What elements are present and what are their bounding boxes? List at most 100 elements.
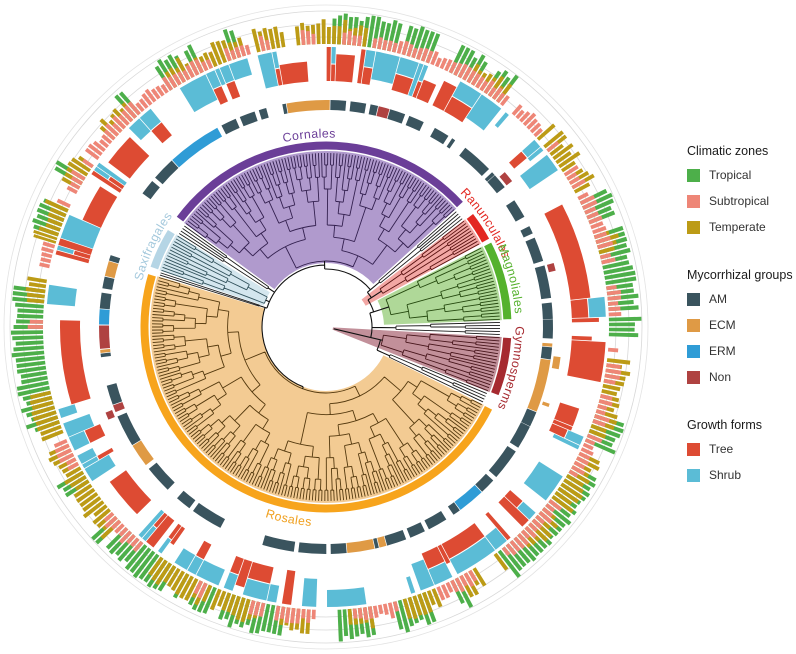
myco-ecm-block — [542, 342, 553, 347]
climate-bar — [573, 182, 591, 194]
temperate-swatch — [687, 220, 700, 234]
myco-am-dash — [484, 172, 495, 182]
climate-bar — [387, 602, 396, 619]
climate-bar — [453, 62, 463, 76]
myco-ecm-block — [132, 440, 154, 466]
climate-bar — [266, 604, 276, 633]
shrub-swatch — [687, 468, 700, 482]
climate-bar — [600, 394, 613, 401]
ring-growth-forms — [46, 47, 606, 607]
climate-bar — [279, 606, 286, 620]
myco-am-dash — [368, 104, 379, 116]
myco-ecm-block — [527, 358, 551, 412]
climate-bar — [524, 526, 537, 539]
growth-shrub-block — [77, 447, 97, 464]
climate-bar — [174, 573, 190, 596]
climate-bar — [605, 276, 637, 286]
climate-bar — [367, 606, 374, 619]
growth-tree-block — [108, 176, 125, 190]
climate-bar — [402, 598, 413, 620]
climate-bar — [294, 26, 301, 46]
climate-bar — [71, 157, 91, 173]
climate-bar — [548, 499, 563, 512]
legend-label-erm: ERM — [709, 344, 736, 358]
climate-bar — [35, 415, 59, 427]
growth-shrub-block — [158, 537, 172, 554]
climate-bar — [13, 345, 44, 352]
climate-bar — [563, 165, 579, 177]
climate-bar — [17, 385, 50, 397]
clade-wedge-rosales — [150, 276, 484, 503]
climate-bar — [201, 584, 213, 603]
climate-bar — [217, 590, 227, 607]
climate-bar — [597, 404, 608, 411]
climate-bar — [32, 410, 57, 422]
climate-bar — [593, 231, 608, 240]
climate-bar — [306, 609, 311, 624]
legend-label-non: Non — [709, 370, 732, 384]
climate-bar — [496, 92, 506, 103]
growth-tree-block — [153, 512, 168, 528]
myco-am-dash — [99, 292, 112, 310]
myco-am-dash — [509, 422, 530, 448]
climate-bar — [29, 390, 52, 400]
climate-bar — [253, 601, 261, 616]
climate-bar — [66, 185, 78, 195]
climate-bar — [444, 58, 453, 72]
climate-bar — [382, 603, 389, 616]
legend-label-tree: Tree — [709, 442, 734, 456]
climate-bar — [101, 134, 113, 145]
climate-bar — [608, 322, 635, 327]
climate-bar — [45, 222, 61, 232]
growth-shrub-block — [517, 501, 536, 520]
climate-bar — [205, 59, 213, 70]
climate-bar — [208, 51, 218, 67]
climate-bar — [31, 400, 54, 411]
climate-bar — [372, 605, 379, 618]
climate-bar — [295, 608, 301, 624]
legend-section-mycorrhizal-groups: Mycorrhizal groups AM ECM ERM Non — [687, 268, 795, 384]
climate-bar — [436, 586, 446, 601]
climate-bar — [82, 500, 105, 519]
growth-tree-block — [416, 79, 437, 104]
growth-tree-block — [84, 424, 106, 443]
climate-bar — [412, 595, 423, 616]
growth-tree-block — [279, 61, 309, 85]
climate-bar — [82, 496, 102, 512]
climate-bar — [327, 26, 331, 45]
climate-bar — [590, 221, 604, 230]
ring-climatic-zones — [10, 13, 642, 642]
myco-ecm-block — [104, 261, 119, 279]
climate-bar — [70, 169, 86, 181]
myco-am-dash — [349, 101, 367, 114]
climate-bar — [300, 30, 306, 46]
climate-bar — [417, 593, 428, 616]
climate-bar — [531, 518, 543, 529]
growth-shrub-block — [466, 94, 502, 131]
myco-ecm-block — [100, 348, 111, 353]
climate-bar — [515, 109, 525, 120]
climate-bar — [352, 608, 358, 619]
climate-bar — [601, 257, 616, 265]
tree-branches — [152, 153, 500, 502]
climate-bar — [606, 285, 617, 291]
climate-bar — [483, 80, 495, 95]
climate-bar — [406, 43, 414, 57]
climate-bar — [135, 102, 145, 113]
tropical-swatch — [687, 168, 700, 182]
myco-erm-block — [454, 484, 482, 510]
climate-bar — [189, 60, 200, 76]
climate-bar — [426, 590, 436, 606]
growth-shrub-block — [326, 587, 367, 607]
climate-bar — [497, 549, 521, 579]
growth-tree-block — [55, 250, 90, 264]
climate-bar — [67, 161, 89, 177]
growth-tree-block — [235, 559, 253, 588]
climate-bar — [28, 282, 47, 289]
myco-am-dash — [148, 462, 175, 490]
growth-shrub-block — [396, 57, 419, 79]
myco-am-dash — [506, 200, 525, 222]
climate-bar — [42, 241, 56, 249]
climate-bar — [440, 584, 451, 599]
